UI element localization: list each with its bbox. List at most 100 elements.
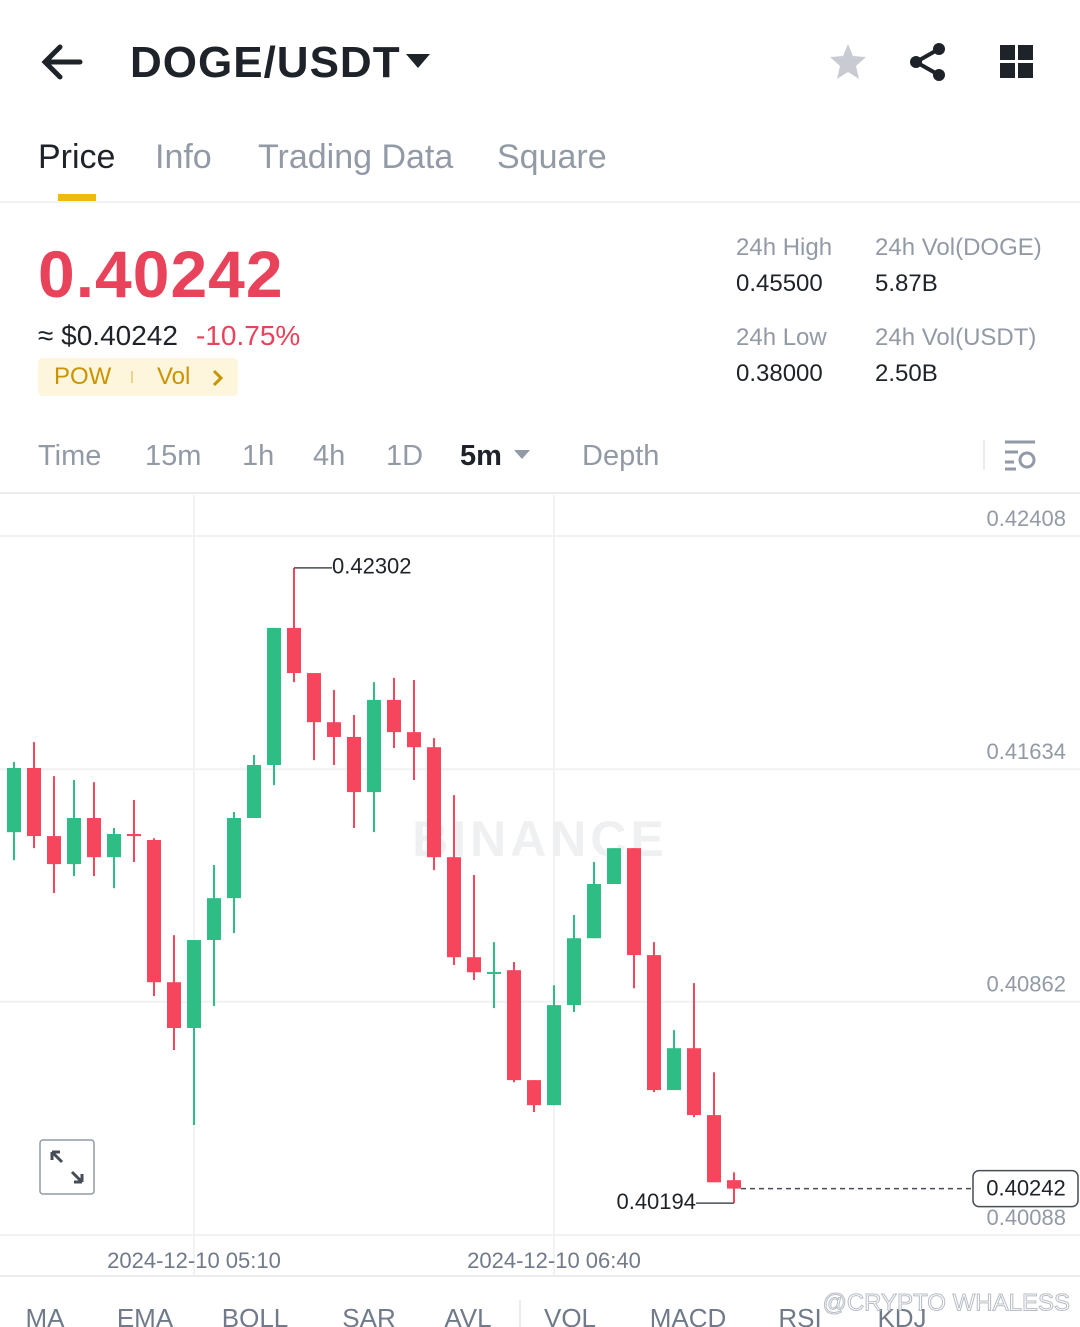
- candle-body: [247, 764, 261, 819]
- max-label: 0.42302: [332, 554, 412, 579]
- candle-body: [127, 833, 141, 837]
- indicator-tab[interactable]: KDJ: [877, 1303, 926, 1327]
- candle-body: [287, 627, 301, 674]
- timeframe-dropdown[interactable]: [512, 448, 532, 462]
- candle-body: [67, 818, 81, 865]
- divider: [0, 201, 1080, 203]
- candle-body: [207, 898, 221, 941]
- candle-body: [627, 848, 641, 956]
- indicator-tab[interactable]: EMA: [117, 1303, 174, 1327]
- pair-dropdown[interactable]: [404, 52, 432, 72]
- candle-body: [407, 732, 421, 748]
- tag[interactable]: Vol: [157, 363, 191, 390]
- tag-chevron: [212, 369, 224, 387]
- candle-body: [227, 818, 241, 899]
- indicator-tab[interactable]: AVL: [444, 1303, 491, 1327]
- candle-body: [607, 848, 621, 884]
- candle-body: [447, 857, 461, 958]
- last-price-label: 0.40242: [986, 1175, 1066, 1200]
- timeframe[interactable]: 1D: [386, 440, 424, 472]
- y-tick-label: 0.40862: [986, 972, 1066, 997]
- candle-body: [567, 938, 581, 1006]
- tab-indicator: [58, 194, 96, 201]
- divider: [983, 440, 985, 470]
- indicator-tab[interactable]: VOL: [544, 1303, 596, 1327]
- candle-body: [167, 982, 181, 1029]
- y-tick-label: 0.41634: [986, 739, 1066, 764]
- share-button[interactable]: [908, 42, 948, 82]
- candle-body: [347, 736, 361, 793]
- stat-value: 2.50B: [875, 360, 938, 387]
- credit-watermark: @CRYPTO WHALESS: [822, 1289, 1070, 1316]
- grid: [0, 495, 1080, 1275]
- indicator-tab[interactable]: BOLL: [222, 1303, 289, 1327]
- tab[interactable]: Price: [38, 138, 116, 176]
- indicator-tab[interactable]: SAR: [342, 1303, 395, 1327]
- chart-settings[interactable]: [1002, 438, 1038, 472]
- timeframe[interactable]: Depth: [582, 440, 660, 472]
- candle-body: [487, 971, 501, 974]
- indicator-tab[interactable]: RSI: [778, 1303, 821, 1327]
- timeframe[interactable]: Time: [38, 440, 102, 472]
- tag[interactable]: POW: [54, 363, 112, 390]
- tab[interactable]: Square: [497, 138, 607, 176]
- stat-label: 24h Vol(USDT): [875, 324, 1037, 351]
- candle-body: [387, 699, 401, 733]
- timeframe[interactable]: 1h: [242, 440, 275, 472]
- back-button[interactable]: [40, 42, 84, 82]
- price-change: -10.75%: [196, 320, 301, 351]
- candle-body: [27, 767, 41, 837]
- candle-body: [87, 818, 101, 858]
- stat-label: 24h High: [736, 234, 833, 261]
- y-tick-label: 0.42408: [986, 506, 1066, 531]
- fullscreen-button[interactable]: [39, 1139, 95, 1195]
- candle-body: [367, 699, 381, 793]
- candle-body: [727, 1180, 741, 1189]
- y-tick-label: 0.40088: [986, 1205, 1066, 1230]
- candle-body: [687, 1048, 701, 1116]
- stat-label: 24h Low: [736, 324, 827, 351]
- x-tick-label: 2024-12-10 06:40: [467, 1248, 641, 1273]
- candle-body: [467, 957, 481, 973]
- stat-label: 24h Vol(DOGE): [875, 234, 1042, 261]
- candle-body: [7, 767, 21, 833]
- stat-value: 0.45500: [736, 270, 823, 297]
- candle-body: [667, 1048, 681, 1091]
- candle-body: [147, 840, 161, 983]
- stat-value: 0.38000: [736, 360, 823, 387]
- timeframe[interactable]: 4h: [313, 440, 346, 472]
- candle-body: [507, 970, 521, 1081]
- candle-body: [647, 955, 661, 1091]
- candle-body: [107, 833, 121, 858]
- tag-box[interactable]: [38, 358, 238, 396]
- candle-body: [587, 883, 601, 939]
- candle-body: [187, 940, 201, 1029]
- candle-body: [47, 836, 61, 865]
- tab[interactable]: Trading Data: [258, 138, 454, 176]
- last-price-box: [972, 1169, 1079, 1208]
- candle-body: [707, 1115, 721, 1183]
- tag-separator: [131, 371, 133, 383]
- layout-button[interactable]: [998, 44, 1036, 80]
- fullscreen-icon: [50, 1150, 84, 1184]
- candle-body: [267, 627, 281, 765]
- stat-value: 5.87B: [875, 270, 938, 297]
- favorite-star[interactable]: [828, 42, 868, 82]
- indicator-tab[interactable]: MACD: [650, 1303, 727, 1327]
- candle-body: [427, 747, 441, 858]
- x-tick-label: 2024-12-10 05:10: [107, 1248, 281, 1273]
- candle-body: [527, 1080, 541, 1106]
- timeframe[interactable]: 5m: [460, 440, 502, 472]
- candle-body: [327, 722, 341, 737]
- candle-body: [547, 1005, 561, 1106]
- tab[interactable]: Info: [155, 138, 212, 176]
- pair-title[interactable]: DOGE/USDT: [130, 38, 401, 87]
- candle-body: [307, 673, 321, 723]
- last-price: 0.40242: [38, 237, 284, 311]
- min-label: 0.40194: [616, 1189, 696, 1214]
- approx-price: ≈ $0.40242: [38, 320, 178, 351]
- timeframe[interactable]: 15m: [145, 440, 202, 472]
- indicator-tab[interactable]: MA: [26, 1303, 66, 1327]
